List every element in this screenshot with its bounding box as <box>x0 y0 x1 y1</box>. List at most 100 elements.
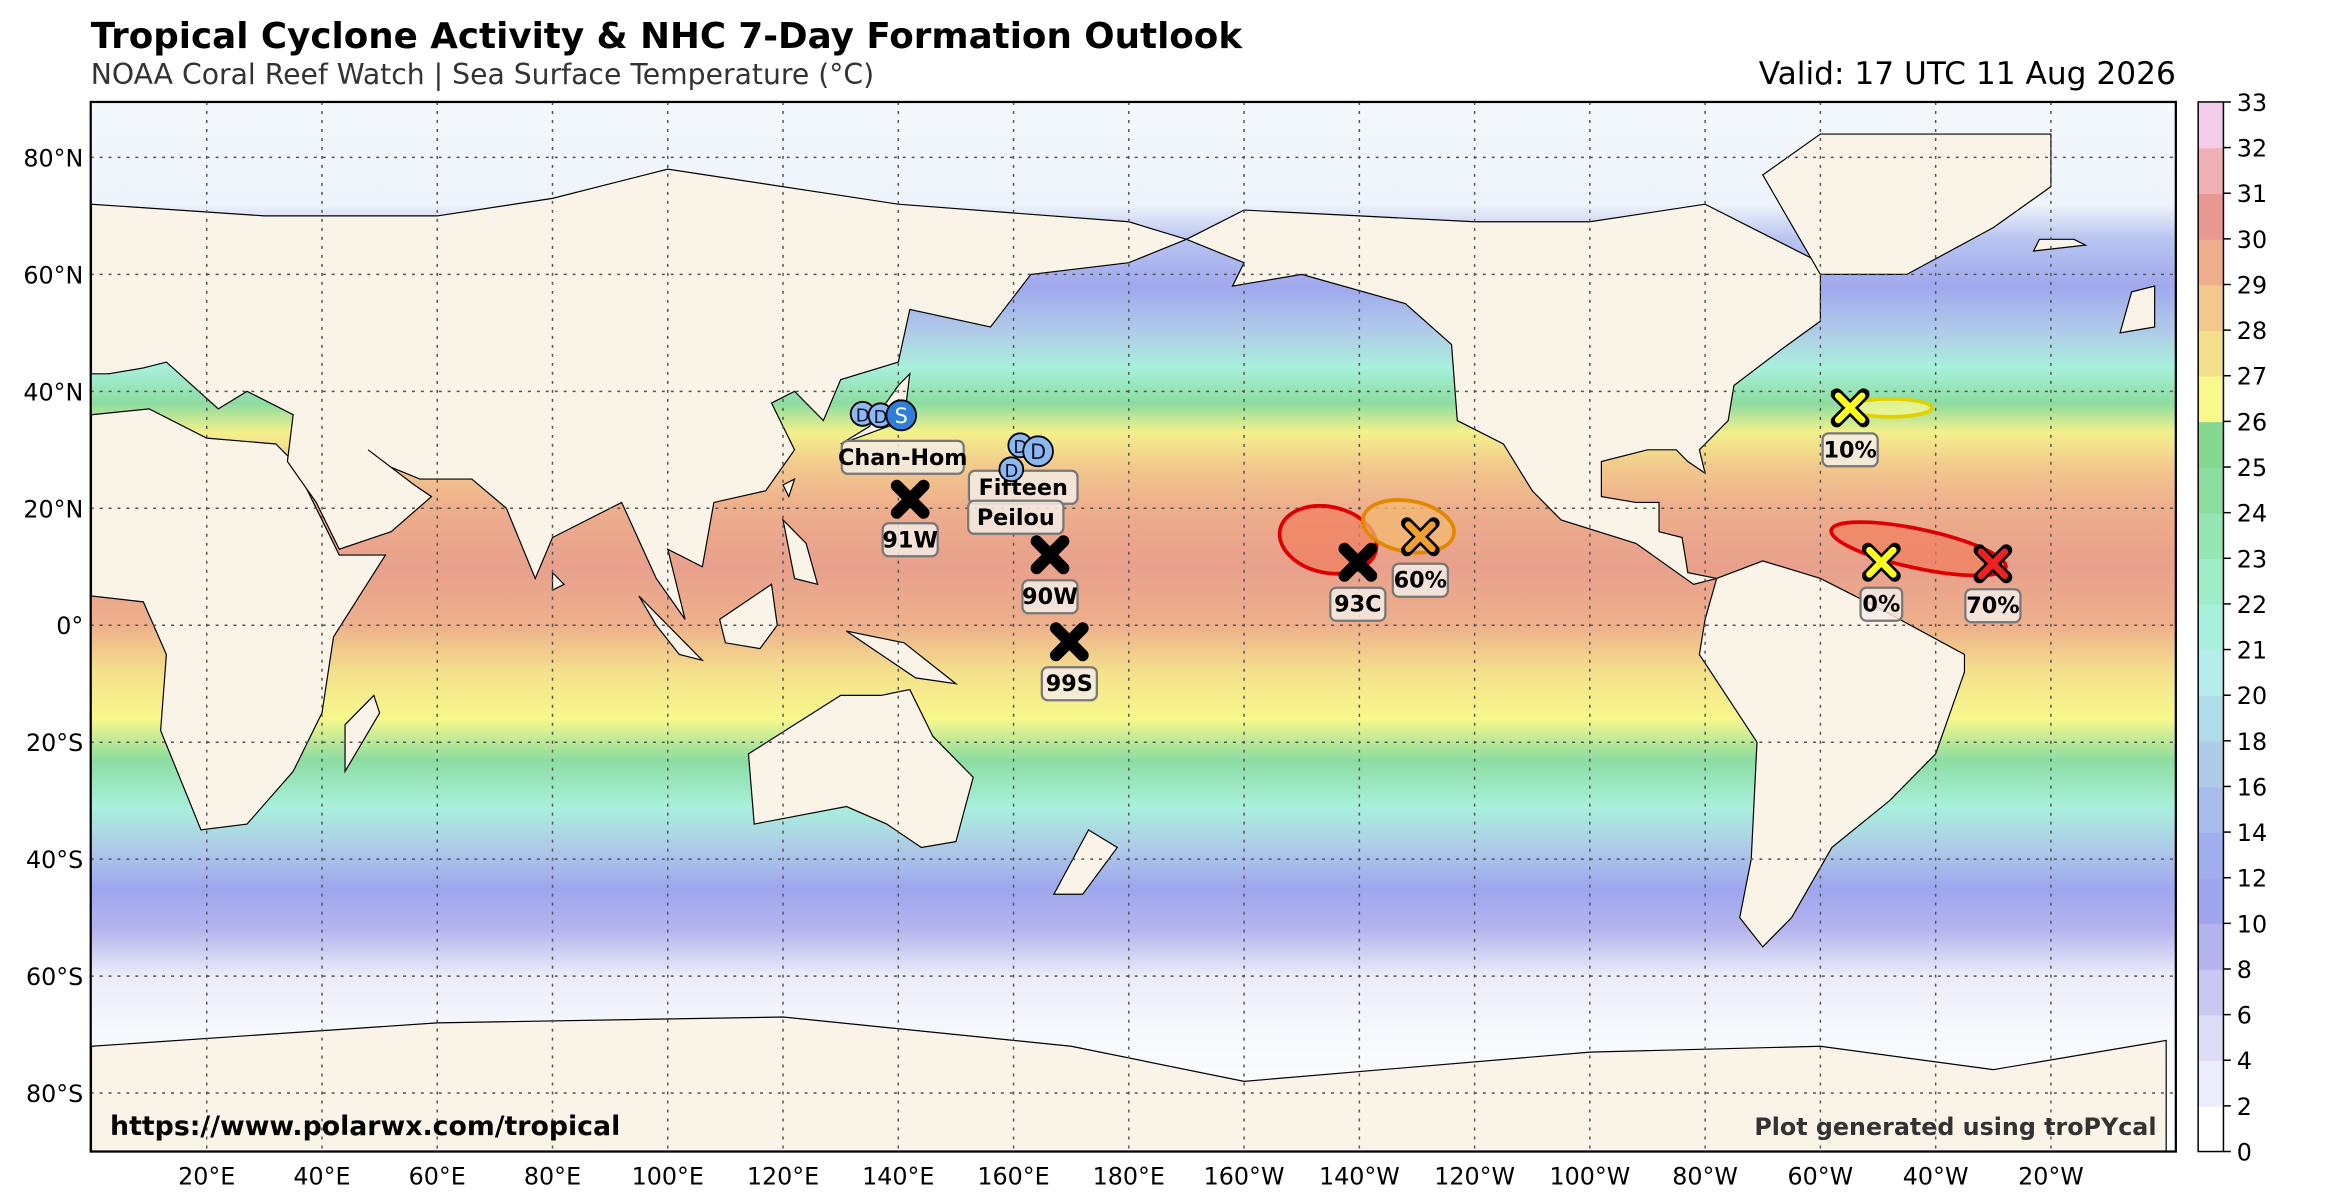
x-marker-fill <box>1977 548 2009 580</box>
lon-label: 160°W <box>1204 1162 1285 1190</box>
invest-label: 91W <box>882 527 938 553</box>
landmass <box>638 595 705 662</box>
colorbar-bin <box>2198 786 2224 833</box>
storm-symbol: D <box>1004 461 1018 482</box>
colorbar-frame <box>2197 101 2225 1153</box>
lon-label: 80°E <box>524 1162 581 1190</box>
storm-marker <box>998 456 1025 483</box>
colorbar-label: 16 <box>2237 773 2267 801</box>
landmass <box>2032 238 2088 252</box>
invest-label: 90W <box>1022 584 1078 610</box>
grid <box>90 101 2176 1152</box>
colorbar-bin <box>2198 740 2224 788</box>
landmass <box>90 168 1189 620</box>
landmass <box>782 518 819 586</box>
outlook-label-box <box>1964 588 2022 624</box>
colorbar-bin <box>2198 695 2224 742</box>
colorbar-label: 26 <box>2237 408 2267 436</box>
landmass <box>718 583 778 650</box>
lat-label: 0° <box>56 612 83 640</box>
lon-label: 180°E <box>1093 1162 1165 1190</box>
outlook-label-box <box>1391 562 1449 598</box>
colorbar-label: 28 <box>2237 317 2267 345</box>
colorbar-bin <box>2198 147 2224 194</box>
colorbar-bin <box>2198 877 2224 925</box>
landmass <box>2119 285 2156 334</box>
landmass <box>1761 133 2052 275</box>
colorbar-label: 31 <box>2237 180 2267 208</box>
colorbar-label: 2 <box>2237 1093 2252 1121</box>
lat-label: 20°S <box>26 729 83 757</box>
storm-symbol: D <box>1030 440 1046 464</box>
lon-label: 120°W <box>1434 1162 1515 1190</box>
colorbar-bin <box>2198 1060 2224 1107</box>
colorbar-label: 30 <box>2237 226 2267 254</box>
colorbar-bin <box>2198 968 2224 1016</box>
lat-label: 40°N <box>23 378 83 406</box>
landmass <box>846 630 959 685</box>
storm-name: Chan-Hom <box>838 445 968 471</box>
lon-label: 140°W <box>1319 1162 1400 1190</box>
subtitle: NOAA Coral Reef Watch | Sea Surface Temp… <box>91 58 874 91</box>
colorbar-bin <box>2198 238 2224 286</box>
lon-label: 120°E <box>747 1162 819 1190</box>
invest-label-box <box>881 522 939 558</box>
landmass <box>344 694 381 774</box>
lon-label: 80°W <box>1672 1162 1738 1190</box>
lon-label: 20°E <box>178 1162 235 1190</box>
invest-label-box <box>1040 666 1098 702</box>
colorbar-bin <box>2198 421 2224 468</box>
lat-label: 80°S <box>26 1080 83 1108</box>
storm-name: Fifteen <box>979 475 1068 501</box>
storm-symbol: D <box>874 407 888 428</box>
lon-label: 20°W <box>2018 1162 2084 1190</box>
colorbar-label: 21 <box>2237 636 2267 664</box>
landmass <box>90 408 387 831</box>
colorbar-label: 22 <box>2237 591 2267 619</box>
lat-label: 40°S <box>26 846 83 874</box>
x-marker <box>890 479 930 519</box>
landmass <box>782 477 796 499</box>
colorbar-label: 24 <box>2237 500 2267 528</box>
colorbar-label: 18 <box>2237 728 2267 756</box>
lon-label: 100°W <box>1549 1162 1630 1190</box>
colorbar-bin <box>2198 193 2224 240</box>
colorbar-label: 12 <box>2237 865 2267 893</box>
lon-label: 140°E <box>862 1162 934 1190</box>
x-marker <box>1338 542 1378 582</box>
colorbar-label: 25 <box>2237 454 2267 482</box>
colorbar-label: 6 <box>2237 1002 2252 1030</box>
storm-symbol: D <box>856 405 870 426</box>
colorbar-bin <box>2198 558 2224 605</box>
valid-time: Valid: 17 UTC 11 Aug 2026 <box>1759 56 2176 92</box>
storm-marker <box>885 399 918 432</box>
colorbar-label: 14 <box>2237 819 2267 847</box>
colorbar-bin <box>2198 649 2224 696</box>
outlook-label: 60% <box>1394 568 1447 594</box>
storm-name-box <box>840 439 965 475</box>
colorbar-label: 32 <box>2237 134 2267 162</box>
colorbar-bin <box>2198 923 2224 970</box>
colorbar: 0246810121416182021222324252627282930313… <box>2197 89 2267 1167</box>
colorbar-label: 4 <box>2237 1047 2252 1075</box>
outlook-label: 10% <box>1823 437 1876 463</box>
colorbar-bin <box>2198 375 2224 423</box>
axis-labels: 20°E 40°E 60°E 80°E 100°E 120°E 140°E 160°E 180°… <box>23 144 2083 1190</box>
outlook-label-box <box>1821 432 1879 468</box>
footer-url: https://www.polarwx.com/tropical <box>110 1111 620 1142</box>
colorbar-label: 8 <box>2237 956 2252 984</box>
title: Tropical Cyclone Activity & NHC 7-Day Fo… <box>91 16 1244 57</box>
landmass <box>1698 560 1966 948</box>
colorbar-bin <box>2198 284 2224 331</box>
colorbar-bin <box>2198 1014 2224 1062</box>
lon-label: 60°W <box>1788 1162 1854 1190</box>
invest-label-box <box>1021 579 1079 615</box>
map-frame <box>89 100 2177 1153</box>
colorbar-label: 20 <box>2237 682 2267 710</box>
landmass <box>747 688 974 849</box>
colorbar-bin <box>2198 467 2224 514</box>
landmass <box>1185 203 1821 585</box>
